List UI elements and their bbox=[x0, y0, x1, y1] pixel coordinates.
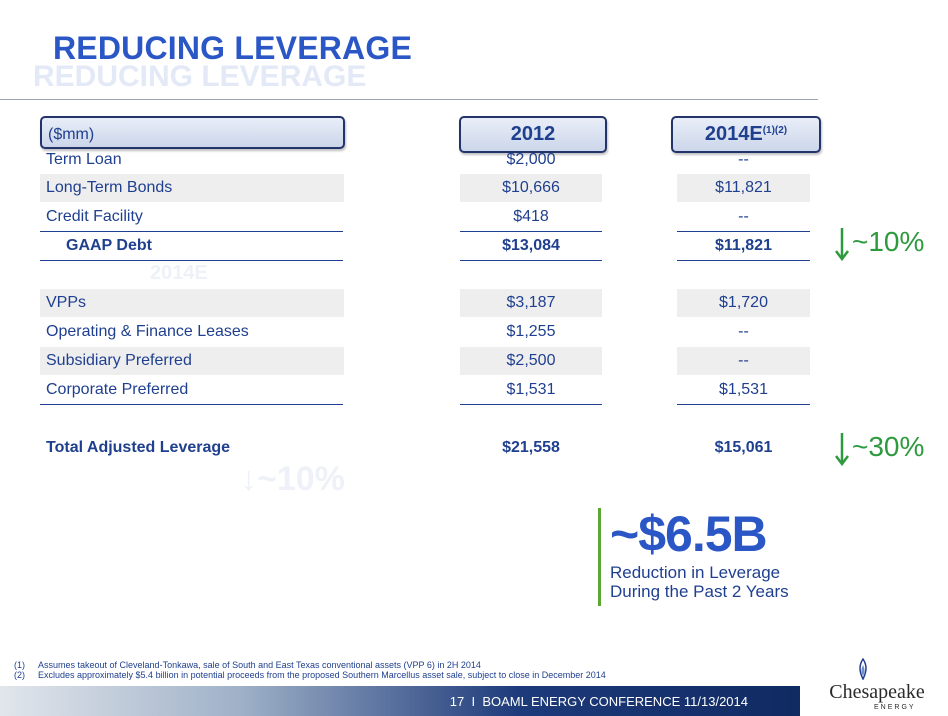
value-2012: $1,255 bbox=[506, 323, 556, 340]
gaap-debt-reduction: ~10% bbox=[834, 226, 924, 261]
footnote-ref: (1)(2) bbox=[762, 125, 788, 136]
page-title: REDUCING LEVERAGE bbox=[53, 30, 412, 66]
value-2014e: -- bbox=[738, 208, 749, 225]
value-2014e: $11,821 bbox=[715, 237, 772, 254]
rule-above-gaap-2014e bbox=[677, 231, 810, 232]
down-arrow-icon bbox=[835, 227, 849, 261]
table-row-credit-facility: Credit Facility $418 -- bbox=[0, 203, 818, 231]
row-label: Term Loan bbox=[46, 151, 122, 168]
row-label: Corporate Preferred bbox=[46, 381, 189, 398]
year-header-2012-label: 2012 bbox=[510, 123, 556, 145]
footnote-2: (2) Excludes approximately $5.4 billion i… bbox=[14, 670, 606, 680]
value-2014e: $11,821 bbox=[677, 174, 810, 202]
total-leverage-reduction-value: ~30% bbox=[852, 431, 925, 462]
event-name: BOAML ENERGY CONFERENCE bbox=[482, 694, 681, 709]
value-2014e: -- bbox=[738, 151, 749, 168]
table-row-gaap-debt: GAAP Debt $13,084 $11,821 bbox=[0, 232, 818, 260]
rule-below-gaap bbox=[40, 260, 343, 261]
callout-caption: Reduction in Leverage During the Past 2 … bbox=[610, 563, 830, 601]
rule-below-corporate-2012 bbox=[460, 404, 602, 405]
callout-accent-bar bbox=[598, 508, 601, 606]
row-label: Operating & Finance Leases bbox=[46, 323, 249, 340]
value-2012: $2,000 bbox=[506, 151, 556, 168]
footer-band bbox=[0, 686, 800, 716]
footer-caption: 17 I BOAML ENERGY CONFERENCE 11/13/2014 bbox=[450, 694, 748, 709]
footnote-1: (1) Assumes takeout of Cleveland-Tonkawa,… bbox=[14, 660, 481, 670]
callout-line-1: Reduction in Leverage bbox=[610, 563, 781, 582]
row-label: Total Adjusted Leverage bbox=[46, 439, 231, 456]
value-2014e: $1,720 bbox=[677, 289, 810, 317]
row-label: Credit Facility bbox=[46, 208, 143, 225]
year-header-2014e: 2014E(1)(2) bbox=[671, 116, 821, 153]
event-date: 11/13/2014 bbox=[683, 694, 748, 709]
value-2014e: -- bbox=[677, 347, 810, 375]
rule-above-gaap bbox=[40, 231, 343, 232]
table-row-vpps: VPPs $3,187 $1,720 bbox=[0, 289, 818, 317]
row-label: VPPs bbox=[40, 289, 344, 317]
table-row-term-loan: Term Loan $2,000 -- bbox=[0, 146, 818, 174]
page-number: 17 bbox=[449, 694, 465, 709]
table-row-corporate-preferred: Corporate Preferred $1,531 $1,531 bbox=[0, 376, 818, 404]
units-header: ($mm) bbox=[40, 116, 345, 149]
rule-below-corporate bbox=[40, 404, 343, 405]
ghost-year-echo: 2014E bbox=[150, 262, 208, 284]
value-2012: $21,558 bbox=[502, 439, 560, 456]
row-label: Subsidiary Preferred bbox=[40, 347, 344, 375]
gaap-debt-reduction-value: ~10% bbox=[852, 226, 925, 257]
value-2014e: -- bbox=[738, 323, 749, 340]
flame-icon bbox=[859, 658, 867, 680]
table-row-total-adjusted-leverage: Total Adjusted Leverage $21,558 $15,061 bbox=[0, 434, 818, 462]
year-header-2012: 2012 bbox=[459, 116, 607, 153]
logo-wordmark: Chesapeake bbox=[829, 681, 925, 703]
footnote-number: (2) bbox=[14, 670, 25, 680]
value-2014e: $15,061 bbox=[714, 439, 773, 456]
ghost-percent-echo: ↓~10% bbox=[240, 460, 345, 498]
company-logo: Chesapeake ENERGY bbox=[818, 656, 936, 714]
value-2012: $3,187 bbox=[460, 289, 602, 317]
title-divider bbox=[0, 99, 818, 100]
total-leverage-reduction: ~30% bbox=[834, 431, 924, 466]
rule-below-gaap-2012 bbox=[460, 260, 602, 261]
callout-line-2: During the Past 2 Years bbox=[610, 582, 789, 601]
footer-separator: I bbox=[471, 694, 476, 709]
value-2014e: $1,531 bbox=[719, 381, 768, 398]
ghost-title-echo: REDUCING LEVERAGE bbox=[33, 60, 367, 93]
table-row-operating-finance-leases: Operating & Finance Leases $1,255 -- bbox=[0, 318, 818, 346]
rule-above-gaap-2012 bbox=[460, 231, 602, 232]
value-2012: $2,500 bbox=[460, 347, 602, 375]
row-label: Long-Term Bonds bbox=[40, 174, 344, 202]
down-arrow-icon bbox=[835, 432, 849, 466]
table-row-long-term-bonds: Long-Term Bonds $10,666 $11,821 bbox=[0, 174, 818, 202]
logo-subtext: ENERGY bbox=[874, 704, 916, 711]
footnote-text: Assumes takeout of Cleveland-Tonkawa, sa… bbox=[38, 660, 481, 670]
callout-amount: ~$6.5B bbox=[610, 506, 768, 562]
rule-below-gaap-2014e bbox=[677, 260, 810, 261]
table-row-subsidiary-preferred: Subsidiary Preferred $2,500 -- bbox=[0, 347, 818, 375]
value-2012: $418 bbox=[513, 208, 549, 225]
footnote-number: (1) bbox=[14, 660, 25, 670]
value-2012: $10,666 bbox=[460, 174, 602, 202]
value-2012: $1,531 bbox=[506, 381, 556, 398]
rule-below-corporate-2014e bbox=[677, 404, 810, 405]
footnote-text: Excludes approximately $5.4 billion in p… bbox=[38, 670, 606, 680]
value-2012: $13,084 bbox=[502, 237, 560, 254]
row-label: GAAP Debt bbox=[66, 237, 152, 254]
year-header-2014e-label: 2014E bbox=[704, 123, 763, 145]
